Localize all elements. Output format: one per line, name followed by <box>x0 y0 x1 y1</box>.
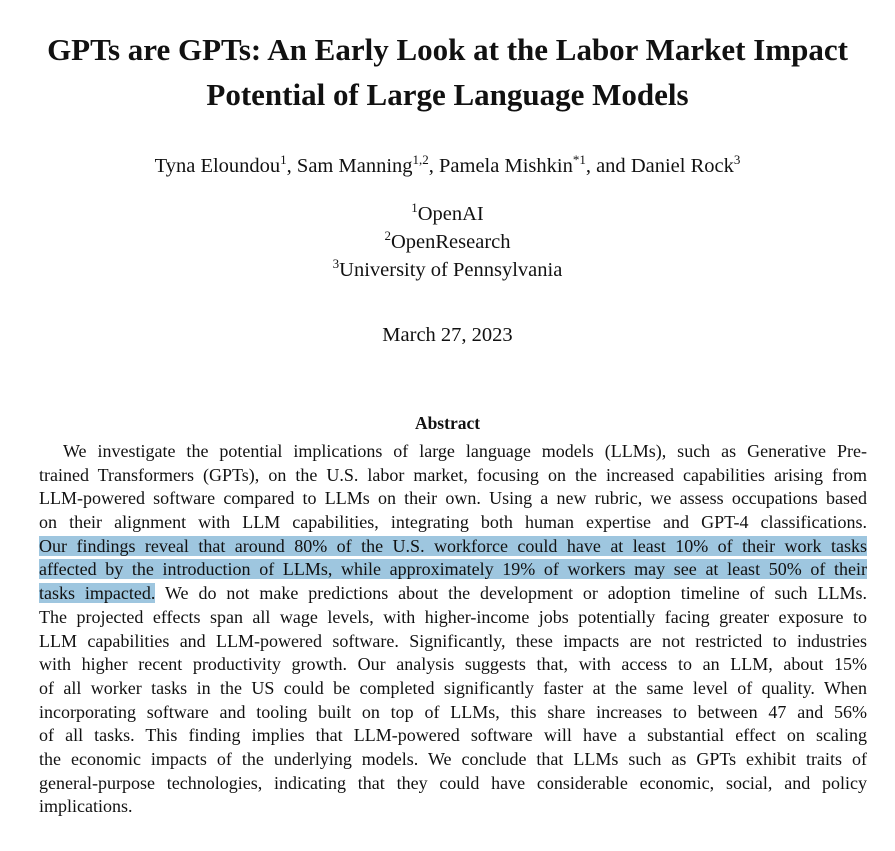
abstract-line: LLM-powered software compared to LLMs on… <box>39 487 867 511</box>
text-segment: trained Transformers (GPTs), on the U.S.… <box>39 464 867 485</box>
author: Tyna Eloundou1 <box>154 152 287 177</box>
title-line-2: Potential of Large Language Models <box>206 77 689 112</box>
affiliation-name: University of Pennsylvania <box>339 259 563 281</box>
author-name: Sam Manning <box>296 155 413 177</box>
affiliation-name: OpenAI <box>417 203 484 225</box>
abstract-line: trained Transformers (GPTs), on the U.S.… <box>39 464 867 488</box>
abstract-body: We investigate the potential implication… <box>39 440 867 819</box>
author-affiliation-mark: 3 <box>733 152 741 167</box>
text-segment: on their alignment with LLM capabilities… <box>39 512 867 533</box>
author-separator: , <box>286 155 297 177</box>
affiliation-mark: 2 <box>384 228 391 243</box>
paper-title: GPTs are GPTs: An Early Look at the Labo… <box>0 27 895 117</box>
text-segment: We do not make predictions about the dev… <box>155 583 867 604</box>
author-name: Pamela Mishkin <box>439 155 573 177</box>
author-separator: , <box>428 155 440 177</box>
affiliation-list: 1OpenAI 2OpenResearch 3University of Pen… <box>0 200 895 284</box>
text-segment: LLM capabilities and LLM-powered softwar… <box>39 630 867 651</box>
affiliation-mark: 1 <box>411 200 418 215</box>
abstract-line: incorporating software and tooling built… <box>39 701 867 725</box>
text-segment: of all worker tasks in the US could be c… <box>39 677 867 698</box>
abstract-line: general-purpose technologies, indicating… <box>39 772 867 796</box>
author: Daniel Rock3 <box>630 152 741 177</box>
author-affiliation-mark: 1,2 <box>412 152 429 167</box>
text-segment: general-purpose technologies, indicating… <box>39 772 867 793</box>
author-list: Tyna Eloundou1, Sam Manning1,2, Pamela M… <box>0 152 895 180</box>
abstract-line: on their alignment with LLM capabilities… <box>39 511 867 535</box>
abstract-line: of all worker tasks in the US could be c… <box>39 677 867 701</box>
text-segment: The projected effects span all wage leve… <box>39 606 867 627</box>
affiliation: 2OpenResearch <box>0 228 895 256</box>
text-segment: with higher recent productivity growth. … <box>39 654 867 675</box>
abstract-line: tasks impacted. We do not make predictio… <box>39 582 867 606</box>
author: Sam Manning1,2 <box>296 152 429 177</box>
abstract-line: Our findings reveal that around 80% of t… <box>39 535 867 559</box>
abstract-heading: Abstract <box>414 413 481 433</box>
abstract-line: We investigate the potential implication… <box>39 440 867 464</box>
highlighted-text[interactable]: Our findings reveal that around 80% of t… <box>39 535 867 556</box>
abstract-line: The projected effects span all wage leve… <box>39 606 867 630</box>
abstract-line: LLM capabilities and LLM-powered softwar… <box>39 630 867 654</box>
author-name: Tyna Eloundou <box>154 155 281 177</box>
text-segment: the economic impacts of the underlying m… <box>39 748 867 769</box>
title-line-1: GPTs are GPTs: An Early Look at the Labo… <box>47 32 848 67</box>
highlighted-text[interactable]: affected by the introduction of LLMs, wh… <box>39 559 867 580</box>
text-segment: LLM-powered software compared to LLMs on… <box>39 488 867 509</box>
highlighted-text[interactable]: tasks impacted. <box>39 583 156 604</box>
author-separator: , and <box>585 155 631 177</box>
abstract-line: of all tasks. This finding implies that … <box>39 724 867 748</box>
affiliation: 1OpenAI <box>0 200 895 228</box>
paper-date: March 27, 2023 <box>382 324 513 346</box>
affiliation-mark: 3 <box>332 256 340 271</box>
text-segment: We investigate the potential implication… <box>63 441 867 461</box>
text-segment: of all tasks. This finding implies that … <box>39 725 867 746</box>
author-affiliation-mark: *1 <box>572 152 586 167</box>
abstract-line: the economic impacts of the underlying m… <box>39 748 867 772</box>
text-segment: implications. <box>39 796 133 817</box>
abstract-line: with higher recent productivity growth. … <box>39 653 867 677</box>
text-segment: incorporating software and tooling built… <box>39 701 867 722</box>
author-name: Daniel Rock <box>630 155 734 177</box>
affiliation: 3University of Pennsylvania <box>0 256 895 284</box>
affiliation-name: OpenResearch <box>390 231 511 253</box>
author: Pamela Mishkin*1 <box>439 152 586 177</box>
abstract-line: implications. <box>39 795 867 819</box>
author-affiliation-mark: 1 <box>280 152 287 167</box>
abstract-line: affected by the introduction of LLMs, wh… <box>39 558 867 582</box>
